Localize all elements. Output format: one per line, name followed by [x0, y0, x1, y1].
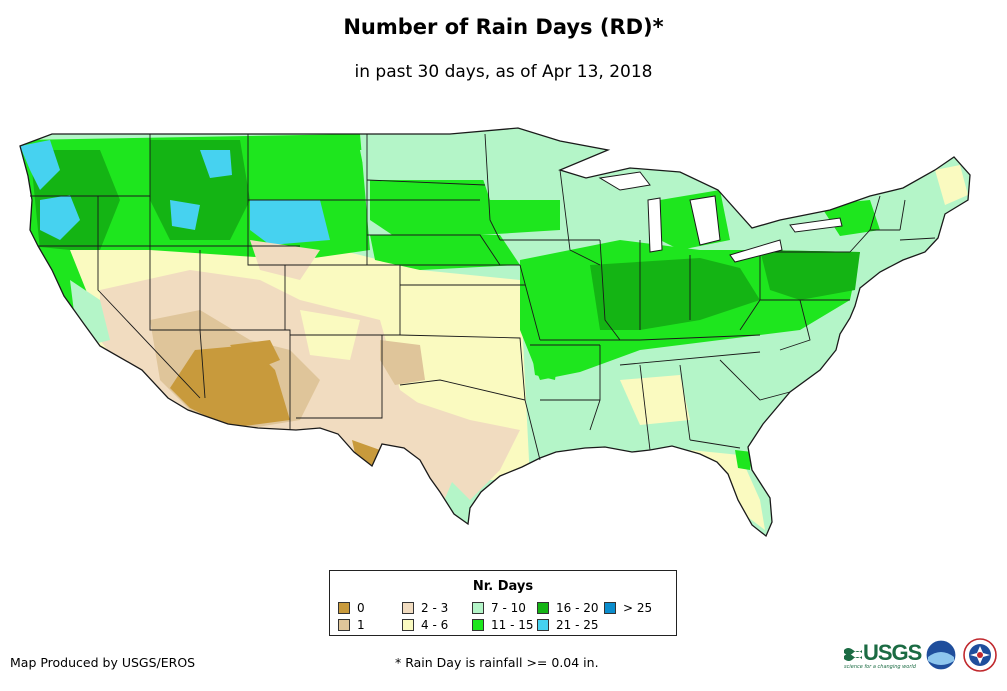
great-lakes	[598, 171, 843, 263]
usgs-logo: USGS science for a changing world	[844, 640, 922, 670]
legend-item-21-25: 21 - 25	[537, 618, 599, 632]
legend-swatch	[537, 602, 549, 614]
rain-day-footnote: * Rain Day is rainfall >= 0.04 in.	[395, 655, 599, 670]
legend-item-1: 1	[338, 618, 365, 632]
legend-swatch	[604, 602, 616, 614]
map-title: Number of Rain Days (RD)*	[343, 15, 664, 39]
legend-title: Nr. Days	[472, 579, 534, 594]
legend-item-4-6: 4 - 6	[402, 618, 448, 632]
legend-item-7-10: 7 - 10	[472, 601, 526, 615]
state-borders	[30, 133, 936, 461]
legend-item-gt-25: > 25	[604, 601, 652, 615]
legend-swatch	[537, 619, 549, 631]
conus-rain-days-map	[19, 127, 971, 537]
noaa-logo-icon	[925, 639, 957, 671]
usgs-wave-icon	[844, 648, 862, 661]
legend-swatch	[402, 619, 414, 631]
legend-box: Nr. Days 0 1 2 - 3 4 - 6 7 - 10 11 - 15 …	[329, 570, 677, 636]
legend-item-2-3: 2 - 3	[402, 601, 448, 615]
legend-swatch	[472, 602, 484, 614]
legend-swatch	[472, 619, 484, 631]
legend-swatch	[402, 602, 414, 614]
nws-logo-icon	[963, 638, 997, 672]
usgs-wordmark: USGS	[863, 640, 922, 665]
usgs-tagline: science for a changing world	[844, 664, 916, 670]
legend-swatch	[338, 619, 350, 631]
legend-item-16-20: 16 - 20	[537, 601, 599, 615]
map-subtitle: in past 30 days, as of Apr 13, 2018	[354, 62, 653, 82]
legend-item-11-15: 11 - 15	[472, 618, 534, 632]
credit-text: Map Produced by USGS/EROS	[10, 655, 196, 670]
legend-item-0: 0	[338, 601, 365, 615]
legend-swatch	[338, 602, 350, 614]
